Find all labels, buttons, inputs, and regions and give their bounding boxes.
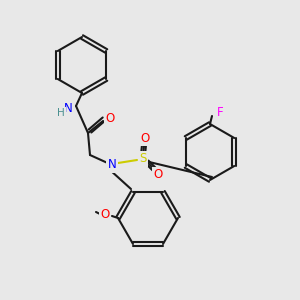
Text: O: O — [100, 208, 109, 221]
Text: O: O — [105, 112, 115, 124]
Text: H: H — [57, 108, 65, 118]
Text: F: F — [217, 106, 223, 118]
Text: N: N — [108, 158, 116, 172]
Text: O: O — [140, 131, 150, 145]
Text: S: S — [139, 152, 147, 166]
Text: N: N — [64, 103, 72, 116]
Text: O: O — [153, 169, 163, 182]
